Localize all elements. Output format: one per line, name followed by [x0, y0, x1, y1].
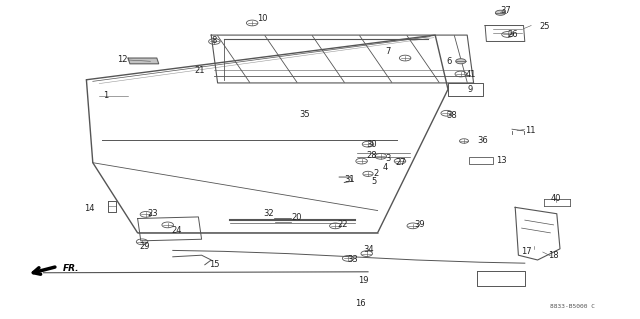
Circle shape: [495, 10, 506, 15]
Text: 15: 15: [209, 260, 220, 269]
Bar: [469, 157, 493, 164]
Text: 1: 1: [104, 91, 109, 100]
Circle shape: [456, 59, 466, 64]
Text: 35: 35: [300, 110, 310, 119]
Text: 24: 24: [172, 226, 182, 235]
Text: 9: 9: [467, 85, 472, 94]
Text: 20: 20: [291, 213, 301, 222]
Text: 22: 22: [337, 220, 348, 229]
Text: 6: 6: [446, 57, 451, 66]
Polygon shape: [128, 58, 159, 64]
Text: 7: 7: [385, 47, 390, 56]
Text: 3: 3: [385, 154, 390, 163]
Text: 4: 4: [383, 163, 388, 172]
Text: 34: 34: [364, 245, 374, 254]
Text: 40: 40: [550, 194, 561, 203]
Text: 11: 11: [525, 126, 535, 135]
Text: 33: 33: [348, 255, 358, 263]
Text: 27: 27: [396, 158, 406, 167]
Text: 19: 19: [358, 276, 369, 285]
Text: 14: 14: [84, 204, 95, 213]
Text: 10: 10: [257, 14, 268, 23]
Text: 38: 38: [447, 111, 458, 120]
Text: 13: 13: [496, 156, 507, 165]
Text: 5: 5: [371, 177, 376, 186]
Text: FR.: FR.: [63, 264, 79, 273]
Text: 23: 23: [147, 209, 158, 218]
Text: 25: 25: [540, 22, 550, 31]
Text: 2: 2: [373, 169, 378, 178]
Text: 37: 37: [500, 6, 511, 15]
Text: 32: 32: [264, 209, 275, 218]
Text: 29: 29: [140, 242, 150, 251]
Text: 31: 31: [344, 175, 355, 184]
Text: 41: 41: [466, 70, 476, 78]
Text: 18: 18: [548, 251, 559, 260]
Text: 30: 30: [367, 140, 378, 149]
Text: 16: 16: [355, 299, 365, 308]
Text: 12: 12: [117, 56, 127, 64]
Text: 17: 17: [521, 247, 531, 256]
Text: 8: 8: [211, 36, 216, 45]
Text: 36: 36: [477, 137, 488, 145]
Text: 21: 21: [194, 66, 204, 75]
Text: 8833-B5000 C: 8833-B5000 C: [550, 304, 595, 309]
Text: 28: 28: [366, 151, 377, 160]
Text: 39: 39: [415, 220, 426, 229]
Text: 26: 26: [508, 30, 518, 39]
